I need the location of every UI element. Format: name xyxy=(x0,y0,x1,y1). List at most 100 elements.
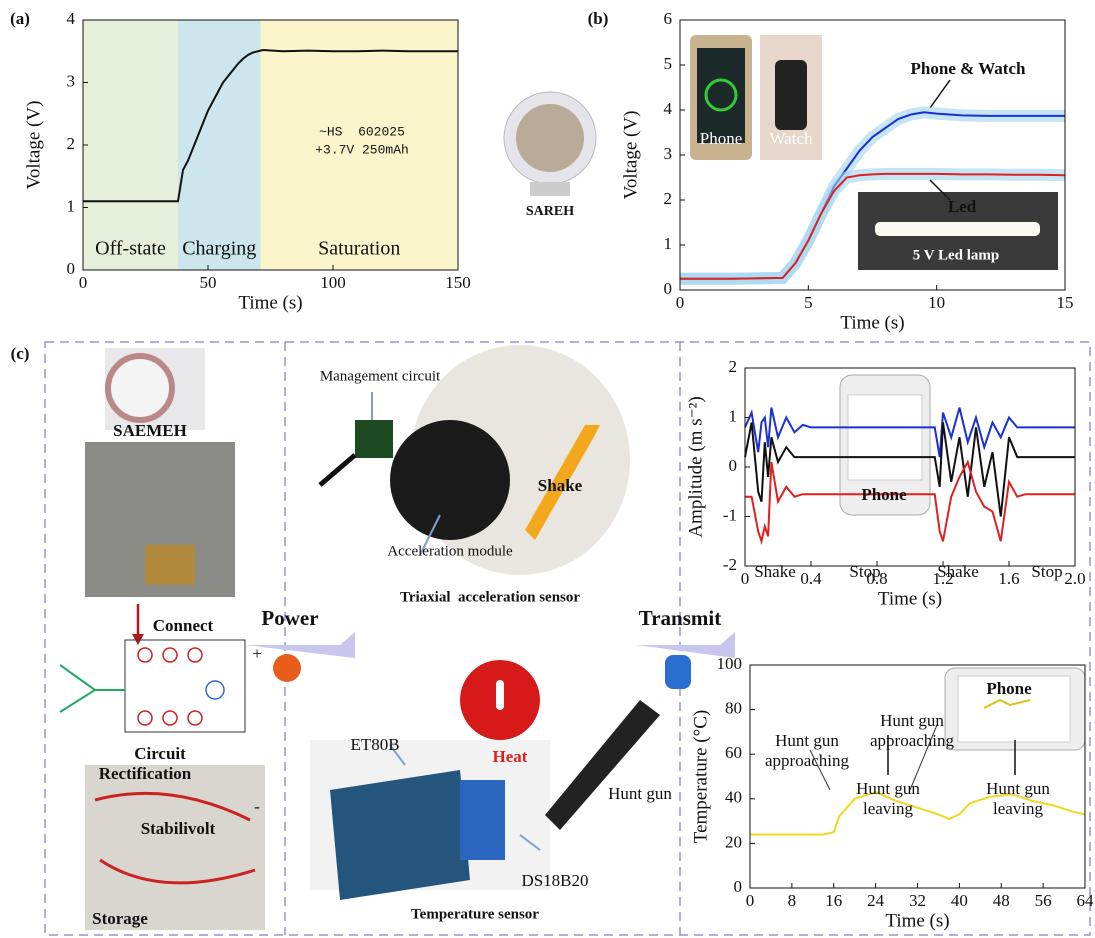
y-tick-label: 80 xyxy=(725,699,742,718)
diagram-label: Circuit xyxy=(134,744,186,763)
x-tick-label: 0 xyxy=(741,569,750,588)
x-tick-label: 100 xyxy=(320,273,346,292)
annotation: Shake xyxy=(937,562,979,581)
power-icon xyxy=(273,654,301,682)
device-photo xyxy=(516,104,584,172)
diagram-label: Shake xyxy=(538,476,583,495)
annotation: Stop xyxy=(849,562,880,581)
y-tick-label: 1 xyxy=(664,234,673,253)
terminal-photo xyxy=(460,780,505,860)
annotation: Hunt gun xyxy=(775,731,839,750)
x-axis-label: Time (s) xyxy=(885,910,949,931)
y-tick-label: -1 xyxy=(723,505,737,524)
y-tick-label: 20 xyxy=(725,832,742,851)
x-tick-label: 8 xyxy=(788,891,797,910)
photo-label: SAREH xyxy=(526,204,574,219)
x-tick-label: 1.6 xyxy=(998,569,1019,588)
y-tick-label: 40 xyxy=(725,788,742,807)
breadboard-photo xyxy=(85,765,265,930)
y-tick-label: 1 xyxy=(67,196,76,215)
x-axis-label: Time (s) xyxy=(878,588,942,609)
annotation: leaving xyxy=(863,799,914,818)
photo-label: Phone xyxy=(700,129,743,148)
diagram-label: Connect xyxy=(153,616,214,635)
region xyxy=(178,20,261,270)
y-tick-label: 60 xyxy=(725,743,742,762)
photo-label: Phone xyxy=(986,679,1032,698)
y-tick-label: 4 xyxy=(67,9,76,28)
y-axis-label: Voltage (V) xyxy=(23,101,44,190)
y-tick-label: 2 xyxy=(67,134,76,153)
y-tick-label: 5 xyxy=(664,54,673,73)
diagram-label: Stabilivolt xyxy=(141,819,216,838)
cable xyxy=(320,455,355,485)
panel-label: (a) xyxy=(10,9,30,28)
sensor-photo xyxy=(390,420,510,540)
figure: (a)(b)(c)Off-stateChargingSaturation0501… xyxy=(0,0,1095,938)
x-tick-label: 24 xyxy=(867,891,885,910)
y-axis-label: Voltage (V) xyxy=(620,111,641,200)
region-label: Off-state xyxy=(95,238,166,260)
x-tick-label: 0 xyxy=(746,891,755,910)
photo-label: +3.7V 250mAh xyxy=(315,142,409,157)
photo-label: Watch xyxy=(770,129,813,148)
circuit-coil xyxy=(60,665,125,712)
y-tick-label: 0 xyxy=(734,877,743,896)
annotation: Hunt gun xyxy=(856,779,920,798)
gun-photo xyxy=(545,700,660,830)
diagram-label: Management circuit xyxy=(320,368,441,384)
panel-label: (b) xyxy=(588,9,609,28)
app-phone-photo xyxy=(848,395,922,480)
annotation: Hunt gun xyxy=(880,711,944,730)
y-tick-label: 0 xyxy=(729,456,738,475)
x-tick-label: 15 xyxy=(1057,293,1074,312)
y-tick-label: 2 xyxy=(729,357,738,376)
diagram-label: DS18B20 xyxy=(521,871,588,890)
diagram-label: ET80B xyxy=(350,735,399,754)
x-tick-label: 50 xyxy=(200,273,217,292)
saemeh-photo xyxy=(108,356,172,420)
annotation: approaching xyxy=(765,751,850,770)
y-tick-label: 1 xyxy=(729,406,738,425)
y-tick-label: 3 xyxy=(67,71,76,90)
diagram-label: Transmit xyxy=(639,606,721,630)
x-tick-label: 0.4 xyxy=(800,569,822,588)
series-annotation: Led xyxy=(948,197,977,216)
diagram-label: Acceleration module xyxy=(387,543,513,559)
x-tick-label: 48 xyxy=(993,891,1010,910)
x-tick-label: 5 xyxy=(804,293,813,312)
y-tick-label: 0 xyxy=(67,259,76,278)
photo-label: Phone xyxy=(861,485,907,504)
region-label: Charging xyxy=(182,238,256,260)
photo-label: ~HS 602025 xyxy=(319,124,405,139)
watch-photo xyxy=(775,60,807,130)
diagram-label: Triaxial acceleration sensor xyxy=(400,589,580,605)
annotation: leaving xyxy=(993,799,1044,818)
diagram-label: Power xyxy=(261,606,318,630)
device-photo xyxy=(530,182,570,196)
x-tick-label: 0 xyxy=(676,293,685,312)
x-axis-label: Time (s) xyxy=(840,312,904,333)
y-tick-label: 2 xyxy=(664,189,673,208)
x-tick-label: 32 xyxy=(909,891,926,910)
y-tick-label: 6 xyxy=(664,9,673,28)
panel-label: (c) xyxy=(11,344,30,363)
x-tick-label: 64 xyxy=(1077,891,1095,910)
diagram-label: - xyxy=(254,797,260,816)
lamp-photo xyxy=(875,222,1040,236)
y-axis-label: Amplitude (m s⁻²) xyxy=(685,396,706,537)
diagram-label: Hunt gun xyxy=(608,784,672,803)
bluetooth-icon xyxy=(665,655,691,689)
heat-icon xyxy=(496,680,504,710)
x-tick-label: 2.0 xyxy=(1064,569,1085,588)
circuit-photo xyxy=(355,420,393,458)
y-tick-label: 0 xyxy=(664,279,673,298)
diagram-label: Rectification xyxy=(99,764,192,783)
diodes xyxy=(138,648,224,725)
annotation: Stop xyxy=(1031,562,1062,581)
diagram-label: SAEMEH xyxy=(113,421,187,440)
photo-label: 5 V Led lamp xyxy=(913,247,1000,263)
annotation: Hunt gun xyxy=(986,779,1050,798)
annotation: approaching xyxy=(870,731,955,750)
y-tick-label: 100 xyxy=(717,654,743,673)
